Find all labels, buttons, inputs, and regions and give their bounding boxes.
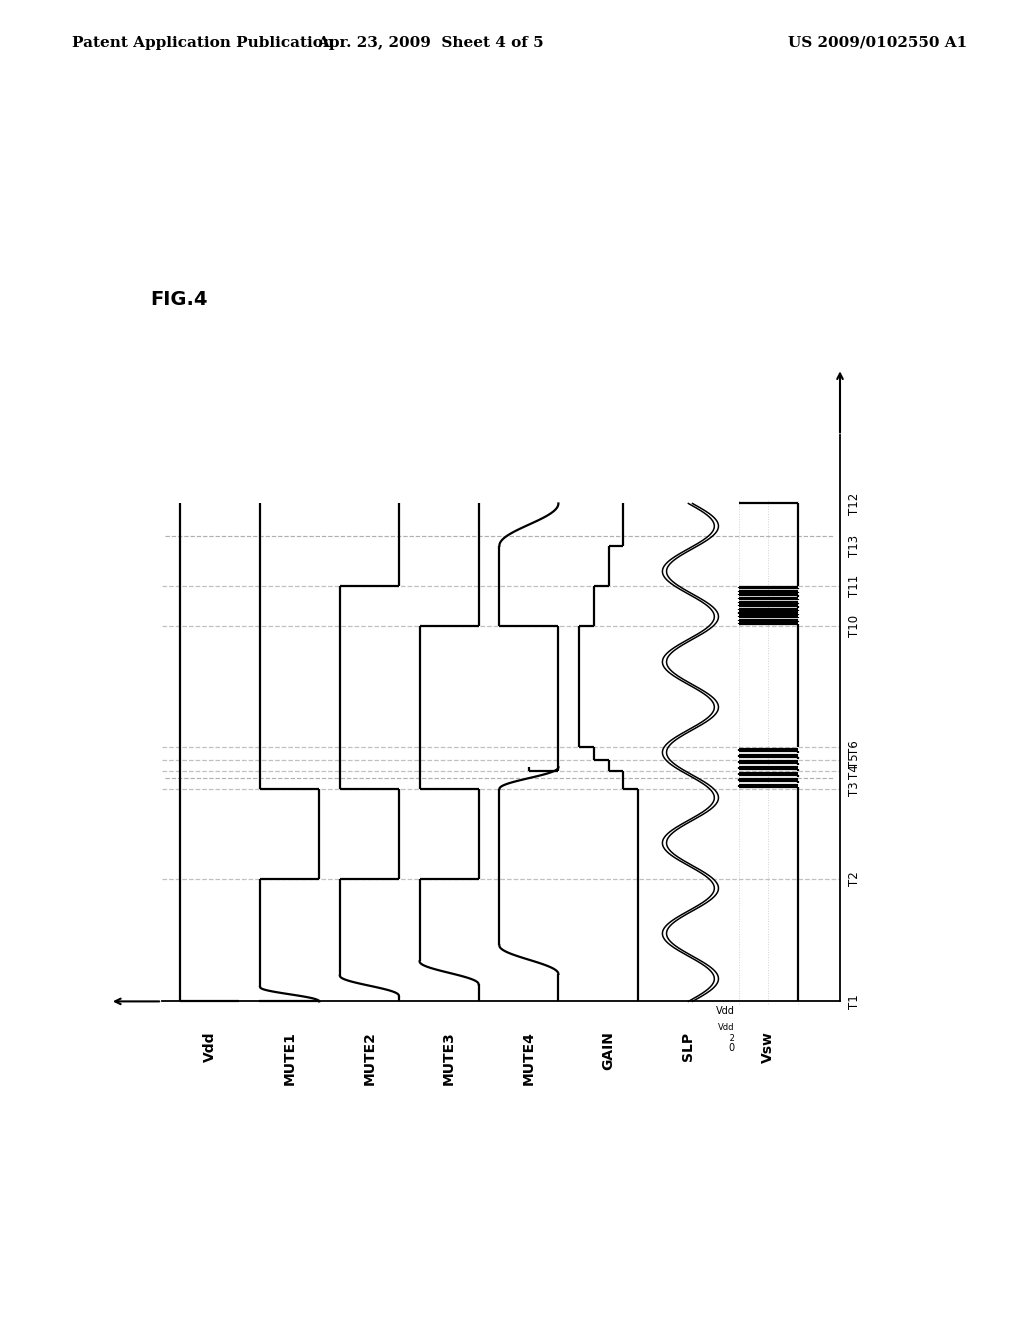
Text: T12: T12: [848, 492, 861, 515]
Text: Apr. 23, 2009  Sheet 4 of 5: Apr. 23, 2009 Sheet 4 of 5: [316, 36, 544, 50]
Text: MUTE3: MUTE3: [442, 1031, 456, 1085]
Text: Vsw: Vsw: [761, 1031, 775, 1064]
Text: Patent Application Publication: Patent Application Publication: [72, 36, 334, 50]
Text: MUTE1: MUTE1: [283, 1031, 297, 1085]
Text: 0: 0: [728, 1043, 734, 1053]
Text: Vdd: Vdd: [203, 1031, 217, 1061]
Text: SLP: SLP: [681, 1031, 695, 1060]
Text: Vdd
 2: Vdd 2: [718, 1023, 734, 1043]
Text: T4: T4: [848, 764, 861, 779]
Text: T10: T10: [848, 615, 861, 636]
Text: T11: T11: [848, 574, 861, 597]
Text: Vdd: Vdd: [716, 1006, 734, 1016]
Text: US 2009/0102550 A1: US 2009/0102550 A1: [788, 36, 968, 50]
Text: FIG.4: FIG.4: [150, 290, 208, 309]
Text: GAIN: GAIN: [602, 1031, 615, 1071]
Text: T3: T3: [848, 781, 861, 796]
Text: MUTE2: MUTE2: [362, 1031, 377, 1085]
Text: T2: T2: [848, 871, 861, 886]
Text: T13: T13: [848, 535, 861, 557]
Text: MUTE4: MUTE4: [522, 1031, 536, 1085]
Text: T1: T1: [848, 994, 861, 1008]
Text: T6: T6: [848, 741, 861, 755]
Text: T5: T5: [848, 754, 861, 768]
